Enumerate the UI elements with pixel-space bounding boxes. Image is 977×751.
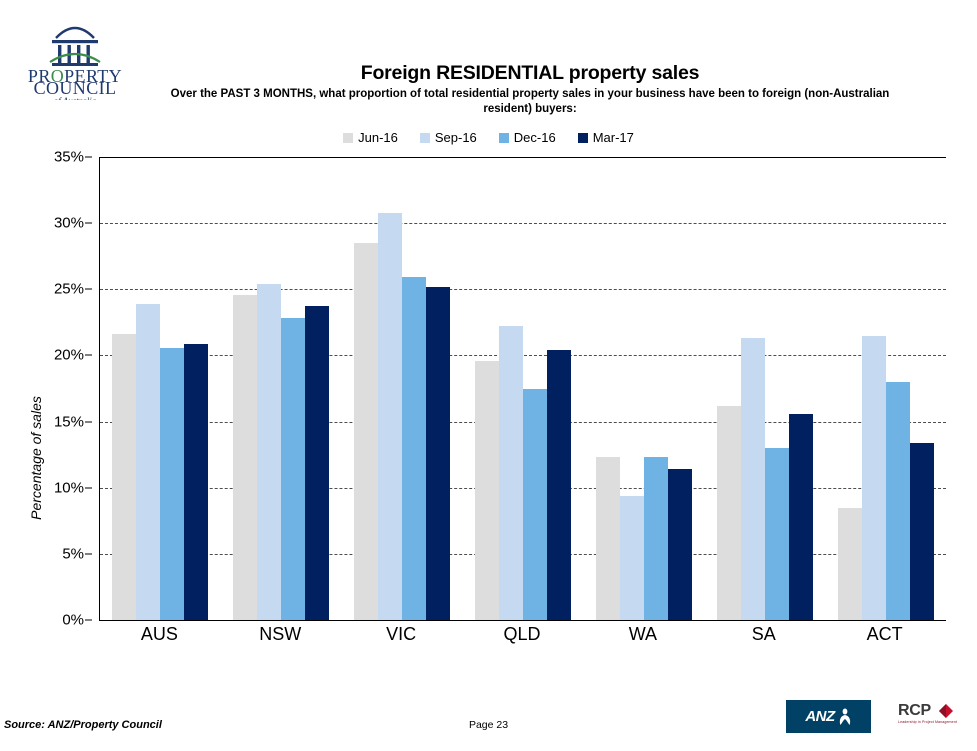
- x-axis-labels: AUS NSW VIC QLD WA SA ACT: [99, 624, 945, 645]
- legend-label: Jun-16: [358, 130, 398, 145]
- bar-group-wa: [583, 157, 704, 620]
- legend-swatch-icon: [498, 132, 509, 143]
- bar-vic-jun-16[interactable]: [354, 243, 379, 620]
- bar-sa-jun-16[interactable]: [716, 405, 741, 620]
- y-tick-mark: [85, 619, 92, 621]
- legend-label: Mar-17: [592, 130, 634, 145]
- source-note: Source: ANZ/Property Council: [4, 719, 162, 731]
- y-tick-mark: [85, 487, 92, 489]
- bar-aus-sep-16[interactable]: [136, 303, 161, 620]
- bar-vic-dec-16[interactable]: [402, 277, 427, 620]
- pc-logo-line3: of Australia: [54, 96, 97, 100]
- y-tick-label: 15%: [53, 413, 84, 431]
- bar-qld-dec-16[interactable]: [523, 388, 547, 620]
- bar-qld-sep-16[interactable]: [499, 326, 523, 620]
- y-tick-label: 5%: [62, 545, 84, 563]
- bar-act-jun-16[interactable]: [837, 507, 862, 620]
- gridline: [100, 157, 946, 158]
- bar-aus-jun-16[interactable]: [112, 334, 137, 620]
- bar-qld-mar-17[interactable]: [547, 350, 571, 620]
- y-tick-label: 30%: [53, 214, 84, 232]
- y-tick-mark: [85, 553, 92, 555]
- y-tick-mark: [85, 354, 92, 356]
- legend-item-jun-16[interactable]: Jun-16: [343, 130, 398, 145]
- chart-legend: Jun-16 Sep-16 Dec-16 Mar-17: [0, 130, 977, 145]
- bar-sa-sep-16[interactable]: [740, 338, 765, 620]
- plot-area: [99, 157, 946, 621]
- gridline: [100, 355, 946, 357]
- bar-act-dec-16[interactable]: [885, 381, 910, 620]
- gridline: [100, 289, 946, 291]
- bar-vic-mar-17[interactable]: [426, 286, 451, 620]
- y-tick-mark: [85, 288, 92, 290]
- y-tick-label: 35%: [53, 148, 84, 166]
- pc-logo-line1: PROPERTY: [28, 66, 122, 86]
- anz-logo: ANZ: [786, 700, 871, 733]
- chart-plot-wrapper: Percentage of sales 0% 5% 10% 15% 20% 25% 30% 3…: [0, 148, 977, 650]
- bar-group-qld: [463, 157, 584, 620]
- legend-label: Sep-16: [434, 130, 477, 145]
- x-label-sa: SA: [751, 624, 776, 644]
- y-tick-label: 25%: [53, 280, 84, 298]
- x-label-aus: AUS: [140, 624, 178, 644]
- chart-subtitle: Over the PAST 3 MONTHS, what proportion …: [170, 88, 890, 115]
- y-tick-mark: [85, 421, 92, 423]
- legend-swatch-icon: [577, 132, 588, 143]
- legend-swatch-icon: [419, 132, 430, 143]
- rcp-logo: RCP Leadership in Project Management: [898, 702, 972, 730]
- y-tick-label: 10%: [53, 479, 84, 497]
- x-label-act: ACT: [866, 624, 903, 644]
- bar-act-sep-16[interactable]: [861, 335, 886, 620]
- title-block: Foreign RESIDENTIAL property sales Over …: [150, 62, 910, 116]
- bar-nsw-mar-17[interactable]: [305, 306, 330, 620]
- rcp-logo-text: RCP: [898, 702, 931, 719]
- y-tick-mark: [85, 156, 92, 158]
- bar-qld-jun-16[interactable]: [475, 360, 499, 620]
- bar-group-aus: [100, 157, 221, 620]
- page-title: Foreign RESIDENTIAL property sales: [360, 62, 700, 84]
- bar-nsw-jun-16[interactable]: [233, 294, 258, 620]
- y-tick-label: 20%: [53, 346, 84, 364]
- bar-group-nsw: [221, 157, 342, 620]
- x-label-nsw: NSW: [259, 624, 302, 644]
- y-tick-mark: [85, 222, 92, 224]
- bar-aus-dec-16[interactable]: [160, 347, 185, 620]
- page-number: Page 23: [468, 719, 509, 731]
- bar-aus-mar-17[interactable]: [184, 343, 209, 620]
- bar-wa-jun-16[interactable]: [595, 457, 620, 620]
- legend-swatch-icon: [343, 132, 354, 143]
- anz-logo-text: ANZ: [805, 708, 835, 725]
- y-tick-label: 0%: [62, 611, 84, 629]
- rcp-diamond-icon: [939, 704, 953, 718]
- bar-vic-sep-16[interactable]: [378, 212, 403, 620]
- x-label-vic: VIC: [386, 624, 417, 644]
- property-council-logo: PROPERTY COUNCIL of Australia: [14, 12, 136, 106]
- pc-logo-line2: COUNCIL: [34, 78, 117, 98]
- anz-lotus-icon: [839, 708, 850, 725]
- x-label-wa: WA: [628, 624, 658, 644]
- rcp-logo-tagline: Leadership in Project Management: [898, 720, 957, 724]
- bar-nsw-dec-16[interactable]: [281, 318, 306, 620]
- bar-group-act: [825, 157, 946, 620]
- bar-group-sa: [704, 157, 825, 620]
- legend-item-dec-16[interactable]: Dec-16: [498, 130, 556, 145]
- bar-sa-mar-17[interactable]: [788, 413, 813, 620]
- legend-item-mar-17[interactable]: Mar-17: [577, 130, 634, 145]
- bar-group-vic: [342, 157, 463, 620]
- bar-nsw-sep-16[interactable]: [257, 284, 282, 620]
- bar-wa-dec-16[interactable]: [643, 457, 668, 620]
- bar-wa-mar-17[interactable]: [667, 469, 692, 620]
- legend-item-sep-16[interactable]: Sep-16: [419, 130, 477, 145]
- bar-wa-sep-16[interactable]: [619, 495, 644, 620]
- gridline: [100, 223, 946, 225]
- x-label-qld: QLD: [503, 624, 541, 644]
- bar-sa-dec-16[interactable]: [764, 448, 789, 620]
- y-axis-ticks: 0% 5% 10% 15% 20% 25% 30% 35%: [34, 148, 92, 629]
- bar-act-mar-17[interactable]: [909, 442, 934, 620]
- bars-layer: [100, 157, 946, 620]
- legend-label: Dec-16: [513, 130, 556, 145]
